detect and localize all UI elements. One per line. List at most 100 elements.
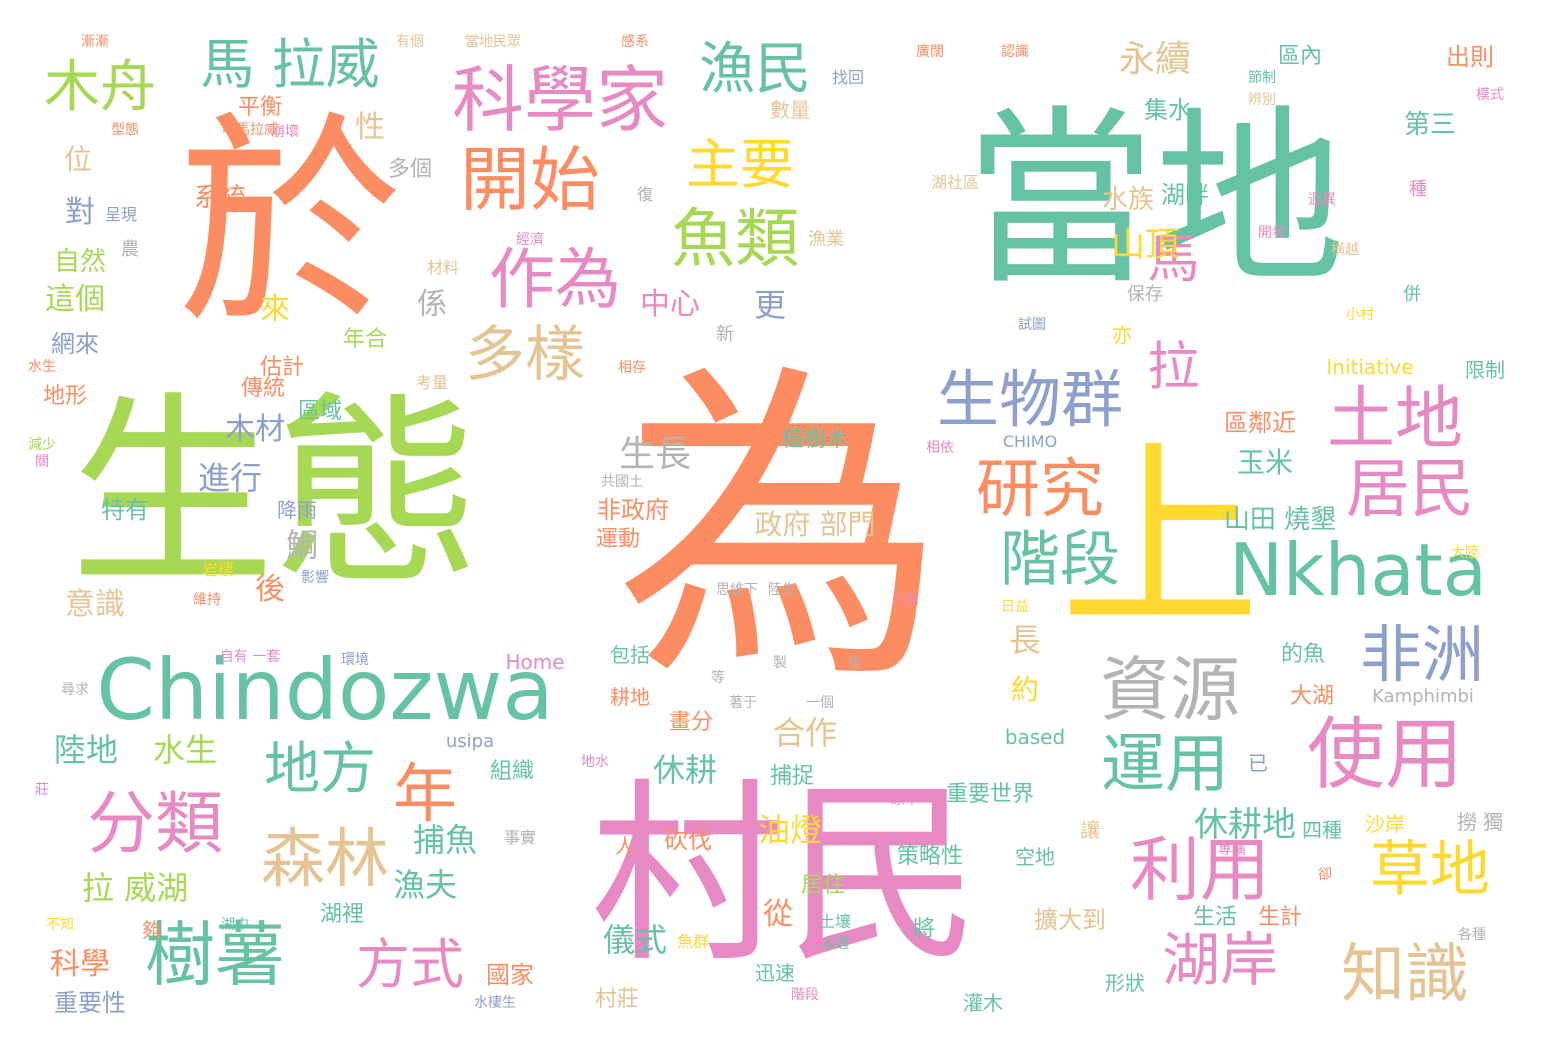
word: 魚群 xyxy=(676,932,710,951)
word: 夠 xyxy=(142,918,162,942)
word: 森林 xyxy=(261,823,389,897)
word: Nkhata xyxy=(1229,528,1487,612)
word: 陸地 xyxy=(53,731,119,769)
word: 多個 xyxy=(387,157,433,182)
word: 減少 xyxy=(28,437,56,453)
word: 山頂 xyxy=(1111,225,1179,265)
word: 製 xyxy=(773,655,787,671)
word: 新 xyxy=(716,324,734,345)
word: 政府 部門 xyxy=(754,508,876,541)
word: 上 xyxy=(1059,423,1261,656)
word: 陸生 xyxy=(768,582,796,598)
word: 讓 xyxy=(1080,818,1100,842)
word: 包括 xyxy=(610,643,650,667)
word: 拉 威湖 xyxy=(81,869,189,907)
word: 居住 xyxy=(800,873,846,898)
word: 後 xyxy=(255,572,285,607)
word: 大湖 xyxy=(1289,684,1335,709)
word: Kamphimbi xyxy=(1372,686,1474,707)
word: 影響 xyxy=(301,570,329,586)
word: Home xyxy=(505,650,565,674)
word: 油燈 xyxy=(757,811,823,849)
word: 空地 xyxy=(1015,845,1055,869)
word: 試圖 xyxy=(1018,317,1046,333)
word: 湖畔 xyxy=(1161,181,1209,209)
word: 有個 xyxy=(396,34,424,50)
word: 專橫 xyxy=(1218,842,1246,858)
word: 復 xyxy=(636,185,654,204)
word: 生計 xyxy=(1257,905,1303,930)
word: 併 xyxy=(1403,284,1421,305)
word: 草地 xyxy=(1370,835,1490,905)
word: Chindozwa xyxy=(96,641,554,739)
word: 尋求 xyxy=(61,682,89,698)
word: 居民 xyxy=(1346,453,1474,527)
word: 模式 xyxy=(1476,87,1504,103)
word: 植樹木 xyxy=(781,427,849,452)
word: 這個 xyxy=(45,282,105,317)
word: 畫分 xyxy=(668,710,714,735)
word: 共國土 xyxy=(601,474,643,490)
word: 運用 xyxy=(1101,728,1229,802)
word: 使用 xyxy=(1306,710,1464,800)
word: 區鄰近 xyxy=(1224,409,1296,437)
word: 分類 xyxy=(86,785,224,864)
word: 研究 xyxy=(976,453,1104,527)
word: 第三 xyxy=(1403,110,1457,140)
word: based xyxy=(1004,725,1066,749)
word: 水族 xyxy=(1101,185,1155,215)
word: 當地 xyxy=(964,89,1346,310)
word: 重要世界 xyxy=(945,782,1035,807)
word: 村民 xyxy=(590,761,980,989)
word: 日益 xyxy=(1001,599,1029,615)
word: 地方 xyxy=(264,737,376,802)
word: 著于 xyxy=(729,695,757,711)
word: 考量 xyxy=(415,373,449,392)
word: 撈 獨 xyxy=(1456,810,1504,834)
word: 沙岸 xyxy=(1365,812,1405,836)
word: 材料 xyxy=(426,258,460,277)
word: 經濟 xyxy=(516,232,544,248)
word: 湖裡 xyxy=(319,902,365,927)
word: 水生 xyxy=(28,359,56,375)
word: 廣闊 xyxy=(916,44,944,60)
word: 感系 xyxy=(621,34,649,50)
word: 階段 xyxy=(1000,525,1120,595)
word: 馬 拉 xyxy=(1138,231,1198,389)
word: 數量 xyxy=(770,98,810,122)
word: 魚類 xyxy=(671,203,799,277)
word: 漁民 xyxy=(699,37,811,102)
word: 平衡 xyxy=(237,95,283,120)
word: 降雨 xyxy=(277,498,317,522)
word: 馬 拉威 xyxy=(200,33,380,96)
word: 區域 xyxy=(297,399,343,424)
word: 自有 一套 xyxy=(219,649,281,665)
word: 科學 xyxy=(50,947,110,982)
word: 將 xyxy=(912,917,936,942)
word: 事實 xyxy=(503,828,537,847)
word: CHIMO xyxy=(1002,432,1058,451)
word: 地水 xyxy=(581,754,609,770)
word: 生活 xyxy=(1192,905,1238,930)
word: 恢 xyxy=(848,655,862,671)
word: 呈現 xyxy=(104,205,138,224)
word: 叫馬拉威 xyxy=(222,122,278,138)
word: 約 xyxy=(1010,673,1040,706)
word: 傳統 xyxy=(240,376,286,401)
word: 永續 xyxy=(1118,39,1192,80)
word: 認識 xyxy=(1001,44,1029,60)
word: Initiative xyxy=(1326,355,1414,379)
word: 莊 xyxy=(35,782,49,798)
word: 種 xyxy=(1409,179,1427,200)
word: 區內 xyxy=(1277,44,1323,69)
word: 已 xyxy=(1248,751,1268,775)
word: 運動 xyxy=(595,527,641,552)
word: 亦 xyxy=(1112,323,1132,347)
word: 為 xyxy=(615,338,945,722)
word: 生長 xyxy=(618,434,692,475)
word: 擴大到 xyxy=(1034,906,1106,934)
word: 卻 xyxy=(1318,867,1332,883)
word: 生物群 xyxy=(936,363,1124,436)
word: 玉米 xyxy=(1236,446,1294,479)
word: 進行 xyxy=(197,459,263,497)
